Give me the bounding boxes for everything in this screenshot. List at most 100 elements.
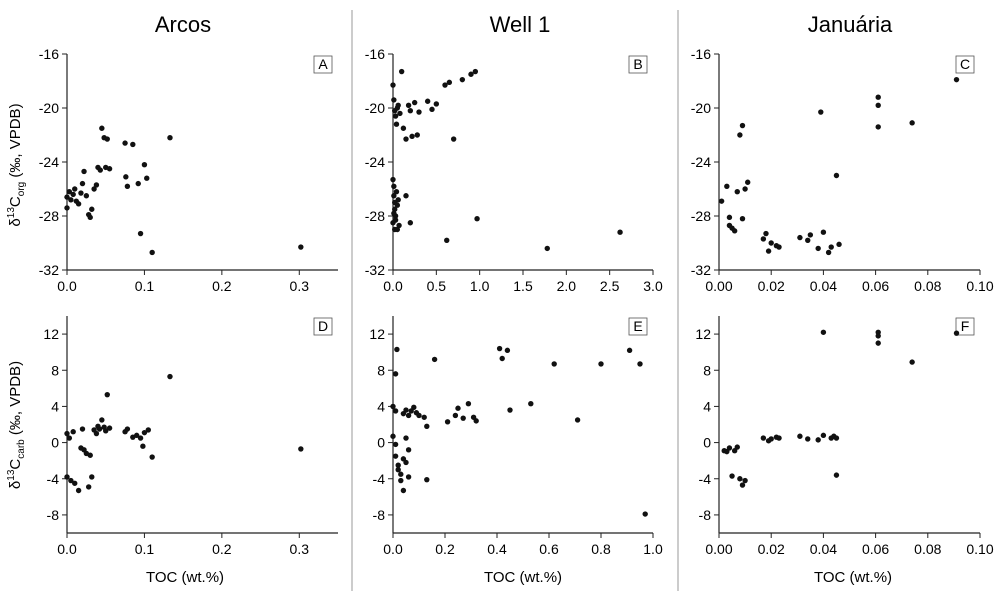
data-point bbox=[106, 166, 113, 172]
x-tick-label: 0.08 bbox=[914, 541, 941, 557]
data-point bbox=[64, 194, 70, 200]
data-point bbox=[89, 206, 95, 212]
data-point bbox=[776, 435, 782, 441]
panel-f: F 12 8 4 0 -4 -8 0.00 0.02 0.04 0.06 0.08 0.10 bbox=[695, 316, 994, 557]
y-tick-label: 8 bbox=[51, 362, 59, 378]
data-point bbox=[507, 407, 513, 413]
data-point bbox=[149, 454, 155, 460]
data-point bbox=[424, 98, 431, 104]
y-carb-sup: 13 bbox=[6, 469, 17, 481]
data-point bbox=[405, 102, 412, 109]
data-point bbox=[424, 423, 430, 430]
y-tick-label: -8 bbox=[699, 507, 712, 523]
data-point bbox=[421, 414, 427, 420]
data-point bbox=[123, 174, 129, 180]
x-tick-label: 0.06 bbox=[862, 541, 889, 557]
data-point bbox=[416, 109, 422, 115]
column-title-arcos: Arcos bbox=[155, 12, 211, 37]
data-point bbox=[836, 241, 842, 248]
y-tick-label: -4 bbox=[47, 471, 60, 487]
data-point bbox=[724, 183, 730, 189]
y-tick-label: -32 bbox=[691, 262, 711, 278]
data-point bbox=[140, 443, 146, 449]
data-point bbox=[87, 214, 93, 221]
data-point bbox=[474, 216, 480, 222]
y-tick-label: 8 bbox=[377, 362, 385, 378]
y-tick-label: -24 bbox=[691, 154, 711, 170]
data-point bbox=[875, 333, 881, 339]
x-tick-label: 0.2 bbox=[212, 278, 232, 294]
data-point bbox=[124, 183, 131, 189]
data-point bbox=[450, 136, 457, 142]
data-point bbox=[70, 429, 76, 435]
data-point bbox=[394, 226, 401, 233]
data-point bbox=[465, 401, 472, 407]
x-tick-label: 0.3 bbox=[290, 278, 310, 294]
data-point bbox=[144, 175, 150, 181]
data-point bbox=[66, 189, 73, 195]
data-point bbox=[411, 99, 418, 106]
data-point bbox=[734, 444, 740, 450]
data-point bbox=[81, 168, 87, 175]
y-org-suffix: (‰, VPDB) bbox=[7, 103, 24, 181]
y-carb-sub: carb bbox=[16, 439, 27, 459]
x-axis-title-januaria: TOC (wt.%) bbox=[814, 569, 892, 586]
data-point bbox=[99, 417, 105, 423]
data-point bbox=[403, 435, 409, 441]
data-point bbox=[393, 189, 400, 195]
data-point bbox=[504, 347, 511, 354]
data-point bbox=[403, 193, 409, 199]
y-tick-label: -16 bbox=[365, 46, 385, 62]
data-point bbox=[64, 430, 70, 437]
x-tick-label: 0.0 bbox=[383, 278, 403, 294]
x-tick-label: 0.1 bbox=[135, 541, 155, 557]
data-point bbox=[68, 477, 74, 484]
data-point bbox=[544, 245, 550, 252]
data-point bbox=[805, 237, 811, 243]
data-point bbox=[390, 176, 396, 183]
y-tick-label: -32 bbox=[39, 262, 59, 278]
data-point bbox=[390, 220, 396, 226]
y-org-main: C bbox=[7, 196, 24, 207]
data-point bbox=[768, 240, 774, 246]
data-point bbox=[460, 415, 466, 421]
data-point bbox=[398, 68, 405, 75]
y-tick-label: 12 bbox=[43, 326, 59, 342]
x-axis-title-well-1: TOC (wt.%) bbox=[484, 569, 562, 586]
panel-letter-b: B bbox=[633, 56, 642, 72]
data-point bbox=[91, 186, 97, 192]
data-point bbox=[805, 436, 811, 442]
data-point bbox=[78, 190, 84, 196]
data-point bbox=[637, 361, 643, 367]
data-point bbox=[66, 435, 73, 441]
panel-c: C -16 -20 -24 -28 -320.00 0.02 0.04 0.06 0.08 0.10 bbox=[691, 46, 994, 294]
data-point bbox=[442, 82, 448, 88]
data-point bbox=[742, 186, 748, 192]
x-tick-label: 1.5 bbox=[513, 278, 533, 294]
data-point bbox=[405, 447, 412, 453]
x-tick-label: 0.8 bbox=[591, 541, 611, 557]
data-point bbox=[833, 472, 840, 478]
data-point bbox=[135, 180, 141, 187]
data-point bbox=[875, 124, 881, 130]
x-tick-label: 0.00 bbox=[705, 541, 732, 557]
data-point bbox=[734, 189, 740, 195]
y-tick-label: -28 bbox=[691, 208, 711, 224]
data-point bbox=[405, 474, 412, 480]
x-tick-label: 1.0 bbox=[470, 278, 490, 294]
data-point bbox=[768, 436, 774, 442]
data-point bbox=[99, 125, 105, 131]
data-point bbox=[141, 429, 148, 436]
x-tick-label: 0.02 bbox=[758, 541, 785, 557]
panel-letter-box-b bbox=[628, 55, 648, 74]
panel-b: B -16 -20 -24 -28 -320.0 0.5 1.0 1.5 2.0 2.5 3.0 bbox=[365, 46, 663, 294]
data-point bbox=[472, 68, 479, 75]
data-point bbox=[407, 220, 414, 226]
data-point bbox=[93, 430, 100, 437]
data-point bbox=[875, 340, 881, 346]
data-point bbox=[739, 122, 746, 129]
y-org-prefix: δ bbox=[7, 218, 24, 226]
data-point bbox=[626, 347, 633, 354]
data-point bbox=[726, 445, 733, 451]
